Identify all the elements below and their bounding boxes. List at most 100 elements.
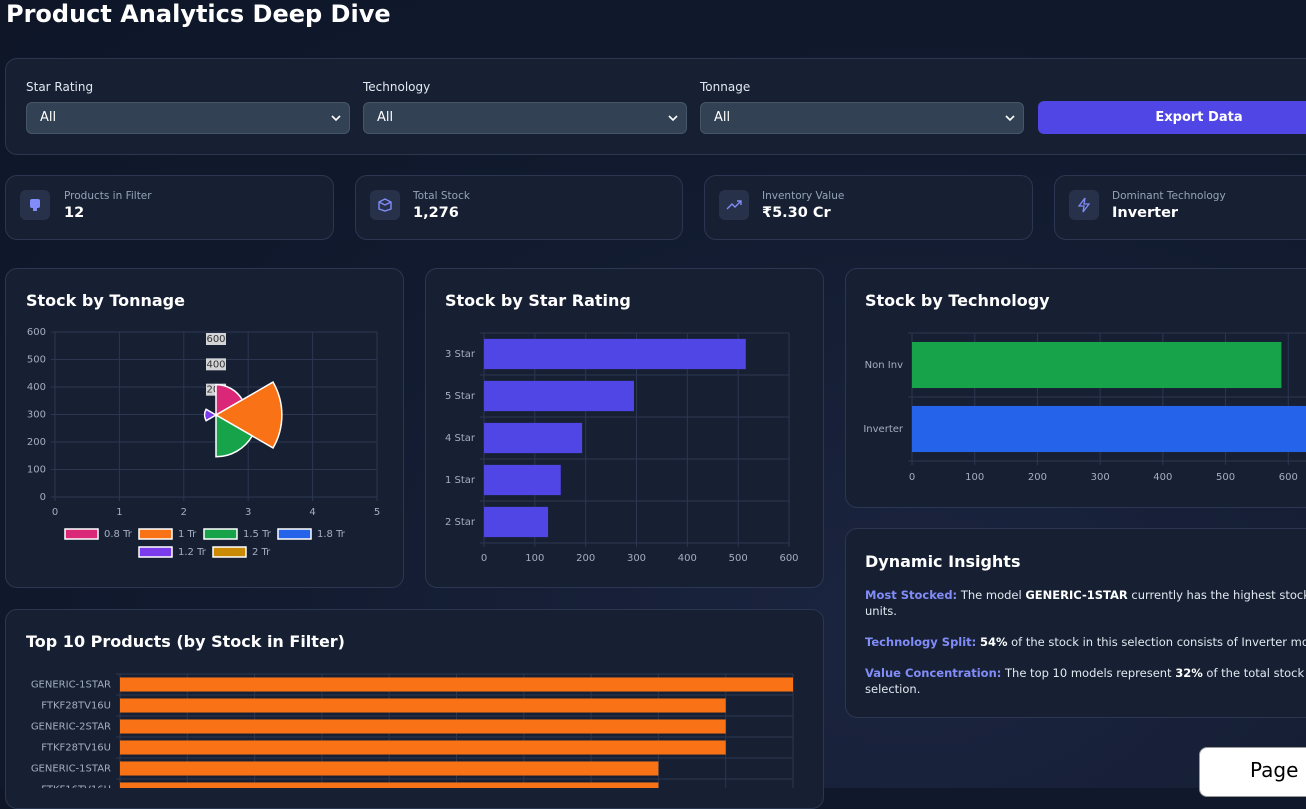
kpi-value: ₹5.30 Cr xyxy=(762,205,831,221)
x-tick-label: 0 xyxy=(481,553,487,564)
polar-segment xyxy=(214,381,283,449)
kpi-icon xyxy=(20,190,50,220)
bar xyxy=(484,380,634,412)
bar xyxy=(120,761,659,776)
select-value: All xyxy=(40,110,57,125)
legend-swatch xyxy=(138,546,173,558)
kpi-label: Dominant Technology xyxy=(1112,190,1226,202)
filter-panel: Star Rating All Technology All Tonnage A… xyxy=(5,58,1306,155)
kpi-card: Total Stock 1,276 xyxy=(355,175,683,240)
legend-label: 1.2 Tr xyxy=(178,547,207,558)
charts-layer: 0 1 2 3 4 5 0 100 200 300 400 500 600 200 400 600 0.8 Tr… xyxy=(27,327,1306,789)
kpi-label: Products in Filter xyxy=(64,190,152,202)
export-button[interactable]: Export Data xyxy=(1038,101,1306,134)
x-tick-label: 1 xyxy=(116,507,122,518)
bar xyxy=(912,405,1306,453)
chart-title: Top 10 Products (by Stock in Filter) xyxy=(26,632,345,651)
kpi-value: 12 xyxy=(64,205,85,221)
y-tick-label: 0 xyxy=(40,492,46,503)
kpi-card: Products in Filter 12 xyxy=(5,175,334,240)
filter-label: Star Rating xyxy=(26,80,94,94)
x-tick-label: 300 xyxy=(627,553,646,564)
y-tick-label: 500 xyxy=(27,355,46,366)
legend-swatch xyxy=(212,546,247,558)
x-tick-label: 3 xyxy=(245,507,251,518)
legend-label: 1.8 Tr xyxy=(317,529,346,540)
kpi-value: Inverter xyxy=(1112,205,1179,221)
legend-label: 0.8 Tr xyxy=(104,529,133,540)
kpi-icon xyxy=(1069,190,1099,220)
x-tick-label: 600 xyxy=(1279,472,1298,483)
y-tick-label: 5 Star xyxy=(445,391,476,402)
bar xyxy=(484,422,583,454)
select-value: All xyxy=(377,110,394,125)
y-tick-label: 100 xyxy=(27,465,46,476)
filter-select[interactable]: All xyxy=(26,102,350,134)
y-tick-label: Non Inv xyxy=(865,360,903,371)
filter-label: Tonnage xyxy=(700,80,751,94)
insight-text: The model xyxy=(957,588,1026,602)
polar-segment xyxy=(203,408,218,422)
insight-label: Technology Split: xyxy=(865,635,977,649)
x-tick-label: 600 xyxy=(779,553,798,564)
y-tick-label: GENERIC-2STAR xyxy=(31,722,111,733)
insight-text: 32% xyxy=(1175,666,1203,680)
legend-label: 1 Tr xyxy=(178,529,197,540)
x-tick-label: 2 xyxy=(181,507,187,518)
kpi-label: Inventory Value xyxy=(762,190,845,202)
filter-select[interactable]: All xyxy=(363,102,687,134)
x-tick-label: 5 xyxy=(374,507,380,518)
insights-list: Most Stocked: The model GENERIC-1STAR cu… xyxy=(865,587,1306,712)
y-tick-label: 200 xyxy=(27,437,46,448)
page-button[interactable]: Page xyxy=(1199,747,1306,797)
r-tick-label: 400 xyxy=(206,359,225,370)
x-tick-label: 0 xyxy=(52,507,58,518)
y-tick-label: FTKF28TV16U xyxy=(41,743,111,754)
y-tick-label: 2 Star xyxy=(445,517,476,528)
kpi-icon xyxy=(719,190,749,220)
kpi-card: Inventory Value ₹5.30 Cr xyxy=(704,175,1033,240)
y-tick-label: FTKF16TV16U xyxy=(41,785,111,789)
x-tick-label: 500 xyxy=(1216,472,1235,483)
bar xyxy=(120,740,726,755)
bar xyxy=(484,464,561,496)
y-tick-label: GENERIC-1STAR xyxy=(31,764,111,775)
legend-swatch xyxy=(138,528,173,540)
chart-title: Stock by Technology xyxy=(865,291,1050,310)
insight-text: units. xyxy=(865,604,897,618)
bar xyxy=(912,341,1282,389)
insight-text: The top 10 models represent xyxy=(1001,666,1176,680)
insight-text: 54% xyxy=(979,635,1008,649)
chart-title: Stock by Tonnage xyxy=(26,291,185,310)
chart-title: Stock by Star Rating xyxy=(445,291,631,310)
insight-text: selection. xyxy=(865,682,921,696)
kpi-label: Total Stock xyxy=(413,190,470,202)
r-tick-label: 600 xyxy=(206,334,225,345)
kpi-value: 1,276 xyxy=(413,205,459,221)
x-tick-label: 0 xyxy=(909,472,915,483)
bar xyxy=(484,338,746,370)
x-tick-label: 200 xyxy=(1028,472,1047,483)
bar xyxy=(120,677,793,692)
y-tick-label: Inverter xyxy=(863,424,904,435)
y-tick-label: 3 Star xyxy=(445,349,476,360)
insight-line: Value Concentration: The top 10 models r… xyxy=(865,665,1306,681)
x-tick-label: 500 xyxy=(729,553,748,564)
insight-text: of the stock in this selection consists … xyxy=(1007,635,1306,649)
y-tick-label: FTKF28TV16U xyxy=(41,701,111,712)
insight-item: Technology Split: 54% of the stock in th… xyxy=(865,634,1306,650)
insight-line: Technology Split: 54% of the stock in th… xyxy=(865,634,1306,650)
insight-line: selection. xyxy=(865,681,1306,697)
legend-label: 2 Tr xyxy=(252,547,271,558)
chevron xyxy=(331,115,341,122)
insight-text: currently has the highest stock wit xyxy=(1131,588,1306,602)
insight-label: Value Concentration: xyxy=(865,666,1002,680)
y-tick-label: 300 xyxy=(27,410,46,421)
y-tick-label: 600 xyxy=(27,327,46,338)
insight-item: Value Concentration: The top 10 models r… xyxy=(865,665,1306,697)
filter-select[interactable]: All xyxy=(700,102,1024,134)
bar xyxy=(484,506,549,538)
insight-line: units. xyxy=(865,603,1306,619)
insight-text: of the total stock for t xyxy=(1206,666,1305,680)
y-tick-label: 400 xyxy=(27,382,46,393)
